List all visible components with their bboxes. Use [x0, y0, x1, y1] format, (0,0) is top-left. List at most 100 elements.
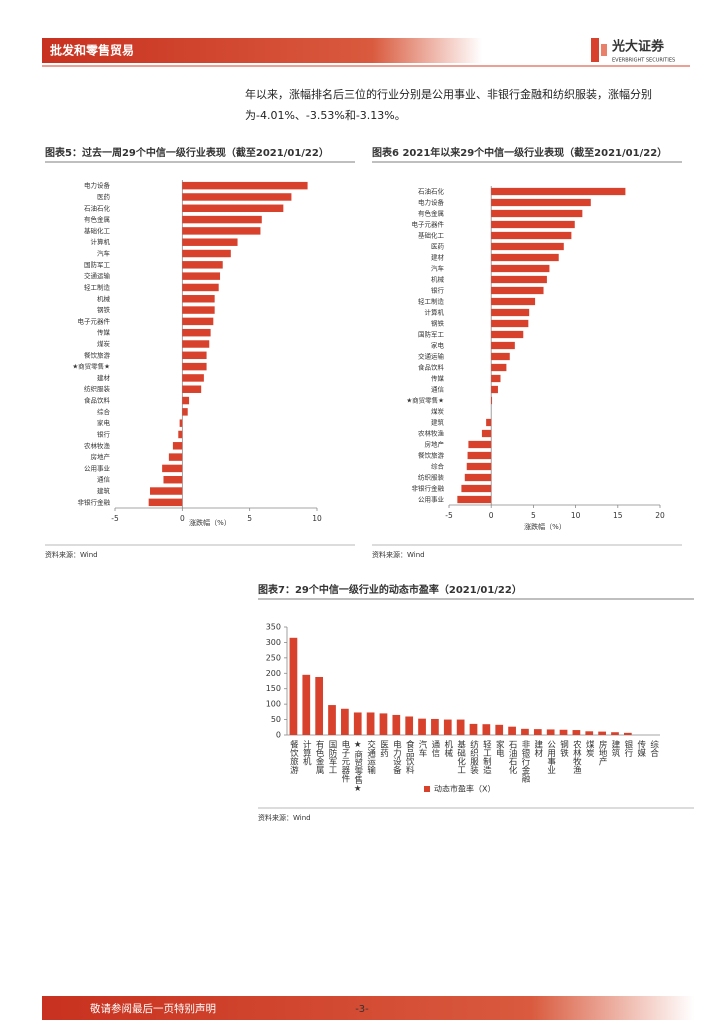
bar	[182, 396, 190, 405]
bar	[182, 408, 188, 416]
bar	[572, 730, 581, 735]
category-label: 公用事业	[418, 495, 445, 504]
bar	[289, 637, 298, 735]
logo-en: EVERBRIGHT SECURITIES	[612, 58, 675, 64]
bar	[431, 718, 439, 735]
bar	[178, 430, 183, 439]
y-tick-label: 0	[276, 731, 281, 740]
category-label: 综合	[431, 462, 445, 471]
category-label: 汽车	[431, 264, 445, 273]
category-label: 有色金属	[418, 209, 444, 218]
source-note: 资料来源：Wind	[45, 550, 98, 559]
category-label: 交通运输	[418, 352, 445, 361]
bar	[481, 429, 492, 438]
bar	[182, 340, 210, 348]
y-tick-label: 150	[266, 684, 281, 693]
bar	[491, 297, 536, 306]
bar	[315, 676, 324, 735]
x-tick-label: 0	[180, 514, 185, 523]
chart-title: 图表6 2021年以来29个中信一级行业表现（截至2021/01/22）	[372, 146, 667, 159]
category-label: 农林牧渔	[571, 739, 581, 774]
category-label: 餐饮旅游	[418, 451, 445, 460]
bar	[491, 220, 575, 229]
bar	[486, 418, 492, 427]
category-label: 房地产	[91, 452, 111, 461]
category-label: 基础化工	[456, 739, 466, 774]
footer-bar	[42, 996, 694, 1020]
category-label: 轻工制造	[418, 297, 445, 306]
x-tick-label: -5	[445, 511, 453, 520]
category-label: 家电	[97, 418, 111, 427]
category-label: 食品饮料	[404, 739, 414, 775]
category-label: 食品饮料	[84, 396, 111, 405]
bar	[491, 308, 530, 317]
category-label: 综合	[97, 407, 111, 416]
category-label: 家电	[431, 341, 445, 350]
x-axis-label: 涨跌幅（%）	[524, 522, 566, 531]
category-label: 交通运输	[84, 271, 111, 280]
x-axis-label: 涨跌幅（%）	[189, 518, 231, 527]
y-tick-label: 300	[266, 638, 281, 647]
category-label: 通信	[97, 475, 111, 484]
category-label: 计算机	[425, 308, 445, 317]
bar	[491, 286, 544, 295]
category-label: 有色金属	[314, 739, 324, 775]
category-label: 基础化工	[418, 231, 445, 240]
chart-title: 图表7：29个中信一级行业的动态市盈率（2021/01/22）	[258, 583, 522, 596]
category-label: 轻工制造	[84, 282, 111, 291]
bar	[482, 724, 491, 735]
category-label: 煤炭	[97, 339, 111, 348]
category-label: 电子元器件	[78, 316, 111, 325]
bar	[182, 227, 261, 235]
bar	[521, 728, 529, 735]
source-note: 资料来源：Wind	[372, 550, 425, 559]
source-note: 资料来源：Wind	[258, 813, 311, 822]
category-label: 公用事业	[84, 463, 111, 472]
bar	[182, 249, 231, 258]
bar	[491, 275, 547, 284]
category-label: 非银行金融	[78, 497, 111, 506]
bar	[366, 712, 375, 735]
bar	[491, 374, 501, 383]
category-label: 轻工制造	[481, 739, 491, 775]
category-label: 综合	[649, 739, 659, 758]
category-label: 汽车	[417, 739, 427, 758]
category-label: 基础化工	[84, 226, 111, 235]
header-bar	[42, 38, 482, 63]
category-label: 机械	[97, 294, 111, 303]
category-label: 钢铁	[431, 319, 445, 328]
bar	[162, 464, 183, 473]
category-label: 银行	[431, 286, 445, 295]
category-label: 纺织服装	[84, 384, 111, 393]
bar	[495, 724, 504, 735]
bar	[467, 451, 492, 460]
x-tick-label: 5	[247, 514, 252, 523]
bar	[182, 306, 215, 314]
bar	[168, 453, 183, 461]
logo-text: 光大证券	[611, 39, 665, 55]
category-label: 汽车	[97, 249, 111, 258]
bar	[491, 352, 510, 361]
category-label: 国防军工	[327, 740, 337, 774]
category-label: 建材	[431, 253, 445, 262]
category-label: 电子元器件	[412, 220, 445, 229]
category-label: 钢铁	[559, 739, 569, 758]
category-label: ★商贸零售★	[72, 362, 110, 371]
category-label: 银行	[97, 429, 111, 438]
x-tick-label: 15	[613, 511, 623, 520]
bar	[353, 712, 362, 735]
bar	[611, 732, 619, 735]
category-label: 餐饮旅游	[288, 740, 298, 775]
category-label: 机械	[431, 275, 445, 284]
x-tick-label: 20	[655, 511, 665, 520]
category-label: 非银行金融	[520, 739, 530, 783]
bar	[491, 264, 550, 273]
y-tick-label: 350	[266, 623, 281, 632]
logo-icon	[601, 44, 607, 56]
bar	[491, 253, 559, 262]
category-label: 电子元器件	[340, 739, 350, 783]
bar	[533, 729, 542, 735]
category-label: 医药	[431, 242, 445, 251]
bar	[491, 341, 515, 350]
page-number: -3-	[355, 1004, 369, 1015]
